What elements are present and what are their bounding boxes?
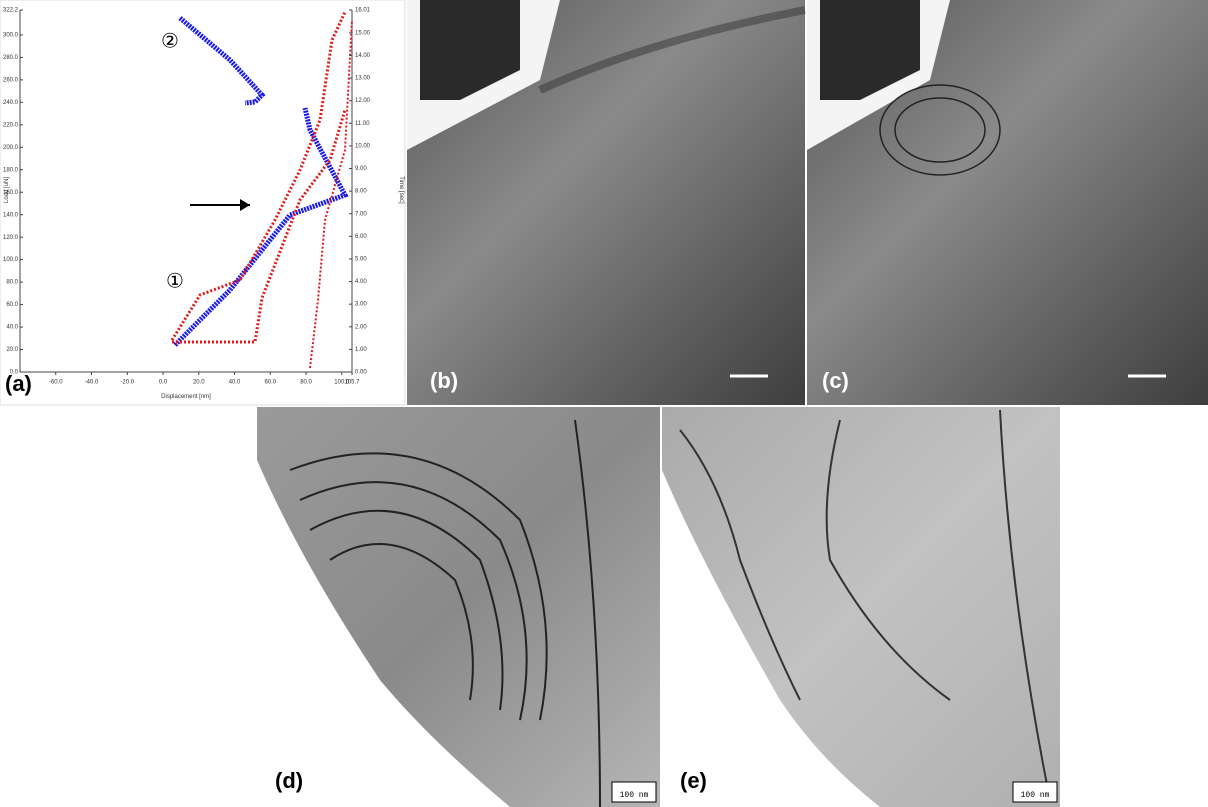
y-tick-label: 120.0: [3, 235, 19, 241]
y2-tick-label: 9.00: [355, 166, 367, 172]
y-tick-label: 40.0: [6, 325, 18, 331]
x-tick-label: 20.0: [193, 380, 205, 386]
y2-tick-label: 4.00: [355, 279, 367, 285]
y-tick-label: 160.0: [3, 190, 19, 196]
x-tick-label: 60.0: [264, 380, 276, 386]
y-tick-label: 260.0: [3, 77, 19, 83]
figure: ② ① Load [uN] Displacement [nm] Time [se…: [0, 0, 1208, 807]
x-tick-label: 105.7: [344, 380, 360, 386]
marker: ②: [161, 30, 179, 52]
x-tick-label: -40.0: [85, 380, 99, 386]
y-tick-label: 180.0: [3, 167, 19, 173]
y2-tick-label: 11.00: [355, 121, 370, 127]
y2-tick-label: 16.01: [355, 8, 371, 14]
y2-tick-label: 15.00: [355, 30, 371, 36]
panel-a: ② ① Load [uN] Displacement [nm] Time [se…: [0, 0, 405, 405]
panel-frame: [0, 0, 405, 405]
panel-label: (d): [275, 768, 303, 793]
panel-label: (b): [430, 368, 458, 393]
y-tick-label: 60.0: [6, 302, 18, 308]
y2-tick-label: 5.00: [355, 257, 367, 263]
panel-c: (c): [807, 0, 1208, 405]
y-tick-label: 80.0: [6, 280, 18, 286]
panel-d: 100 nm (d): [257, 407, 660, 807]
x-tick-label: 80.0: [300, 380, 312, 386]
y-tick-label: 280.0: [3, 55, 19, 61]
y-tick-label: 240.0: [3, 100, 19, 106]
y2-tick-label: 14.00: [355, 53, 371, 59]
y2-tick-label: 10.00: [355, 143, 371, 149]
y2-tick-label: 7.00: [355, 211, 367, 217]
panel-label: (e): [680, 768, 707, 793]
y-tick-label: 300.0: [3, 33, 19, 39]
y-tick-label: 200.0: [3, 145, 19, 151]
y-tick-label: 20.0: [6, 347, 18, 353]
x-axis-title: Displacement [nm]: [161, 394, 211, 400]
y2-tick-label: 8.00: [355, 189, 367, 195]
x-tick-label: 0.0: [159, 380, 168, 386]
y-tick-label: 322.2: [3, 8, 19, 14]
marker: ①: [166, 270, 184, 292]
y2-tick-label: 0.00: [355, 370, 367, 376]
y2-tick-label: 2.00: [355, 324, 367, 330]
y-tick-label: 0.0: [10, 370, 19, 376]
micrograph: [662, 407, 1060, 807]
y2-axis-title: Time [sec]: [398, 176, 404, 204]
y2-tick-label: 3.00: [355, 302, 367, 308]
x-tick-label: -60.0: [49, 380, 63, 386]
y2-tick-label: 13.00: [355, 76, 371, 82]
y2-tick-label: 6.00: [355, 234, 367, 240]
scale-label: 100 nm: [620, 791, 649, 800]
y2-tick-label: 12.00: [355, 98, 371, 104]
y-tick-label: 100.0: [3, 257, 19, 263]
panel-e: 100 nm (e): [662, 407, 1060, 807]
y-tick-label: 140.0: [3, 212, 19, 218]
panel-label: (c): [822, 368, 849, 393]
y-tick-label: 220.0: [3, 122, 19, 128]
x-tick-label: 40.0: [229, 380, 241, 386]
panel-b: (b): [407, 0, 805, 405]
scale-label: 100 nm: [1021, 791, 1050, 800]
y2-tick-label: 1.00: [355, 347, 367, 353]
x-tick-label: -20.0: [120, 380, 134, 386]
